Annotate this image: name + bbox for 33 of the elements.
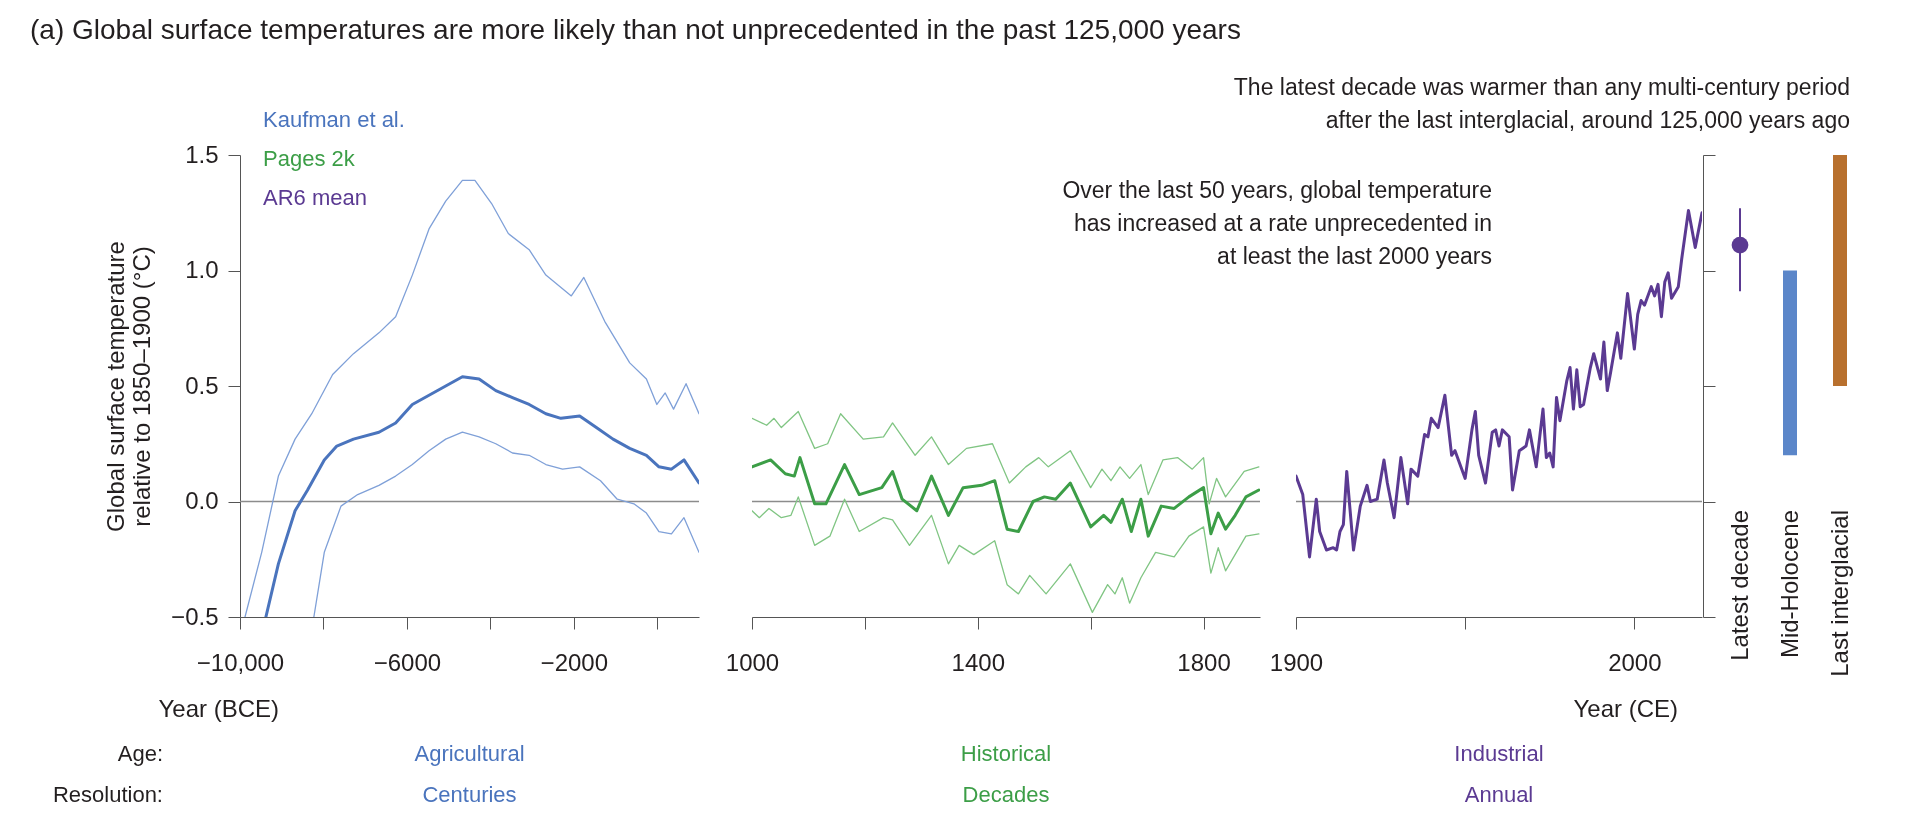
text: Resolution:: [52, 782, 163, 807]
y-tick-label: 1.5: [185, 140, 219, 168]
y-tick-label: 0.0: [185, 487, 219, 514]
text: Annual: [1464, 782, 1534, 807]
x-tick-label: 2000: [1608, 648, 1662, 676]
x-tick-label: 1000: [725, 648, 780, 676]
text: Industrial: [1454, 741, 1544, 766]
x-tick-label: 1900: [1269, 648, 1324, 676]
x-tick-label: Latest decade: [1725, 510, 1753, 661]
text: Agricultural: [414, 741, 525, 766]
y-tick-label: 1.0: [185, 256, 219, 283]
x-axis-title: Year (BCE): [158, 694, 279, 722]
text: Historical: [960, 741, 1052, 766]
text: Pages 2k: [263, 146, 355, 171]
x-axis-title: Year (CE): [1573, 694, 1678, 722]
x-tick-label: 1400: [951, 648, 1005, 676]
text: The latest decade was warmer than any multi-century period after the last interglacial, around 125,000 years ago: [1233, 74, 1850, 133]
annotation: Over the last 50 years, global temperature has increased at a rate unprecedented in at least the last 2000 years: [1062, 177, 1492, 269]
text: AR6 mean: [263, 185, 367, 210]
x-tick-label: Mid-Holocene: [1775, 510, 1803, 659]
text: Centuries: [422, 782, 517, 807]
x-tick-label: 1800: [1177, 648, 1231, 676]
x-tick-label: −6000: [373, 648, 442, 676]
text: Kaufman et al.: [263, 107, 405, 132]
y-tick-label: 0.5: [185, 371, 219, 399]
y-tick-label: −0.5: [171, 602, 219, 630]
chart-title: (a) Global surface temperatures are more likely than not unprecedented in the past 125,000 years: [30, 14, 1241, 45]
text: Age:: [117, 741, 163, 766]
x-tick-label: −10,000: [196, 648, 285, 676]
text: Decades: [962, 782, 1050, 807]
y-axis-title: Global surface temperature relative to 1850–1900 (°C): [102, 241, 156, 532]
x-tick-label: −2000: [540, 648, 609, 676]
x-tick-label: Last interglacial: [1825, 510, 1853, 677]
